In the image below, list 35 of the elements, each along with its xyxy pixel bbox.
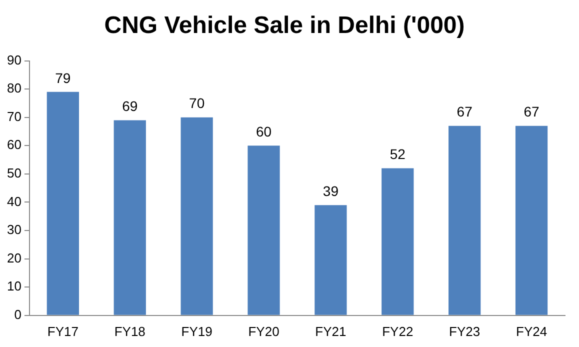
data-label: 67 [524, 104, 540, 120]
y-tick-label: 0 [14, 306, 22, 322]
data-label: 52 [390, 146, 406, 162]
y-tick-label: 40 [6, 194, 22, 209]
x-tick-label: FY23 [449, 324, 480, 339]
y-tick-label: 30 [6, 222, 22, 238]
y-tick-label: 20 [6, 250, 22, 266]
data-label: 60 [256, 124, 272, 140]
chart-title: CNG Vehicle Sale in Delhi ('000) [104, 12, 465, 40]
bar [248, 146, 280, 315]
data-label: 39 [322, 182, 339, 199]
y-tick-label: 90 [6, 52, 22, 68]
x-tick-label: FY24 [516, 324, 548, 339]
bar [448, 126, 481, 315]
data-label: 79 [55, 70, 71, 86]
bar [314, 205, 347, 315]
bar [46, 92, 79, 315]
bar [180, 117, 213, 315]
y-tick-label: 80 [6, 80, 22, 96]
data-label: 69 [122, 98, 138, 114]
data-label: 70 [189, 95, 205, 112]
bar [515, 126, 548, 315]
bar [114, 120, 146, 315]
data-label: 67 [456, 104, 473, 120]
bar [382, 168, 414, 315]
y-tick-label: 70 [6, 108, 22, 124]
x-tick-label: FY21 [315, 324, 346, 339]
y-tick-label: 10 [6, 278, 22, 294]
x-tick-label: FY19 [181, 324, 212, 339]
x-tick-label: FY18 [114, 324, 146, 339]
y-tick-label: 50 [6, 166, 22, 181]
y-tick-label: 60 [6, 137, 22, 152]
x-tick-label: FY22 [382, 324, 414, 339]
x-tick-label: FY20 [248, 324, 280, 339]
x-tick-label: FY17 [47, 324, 78, 339]
